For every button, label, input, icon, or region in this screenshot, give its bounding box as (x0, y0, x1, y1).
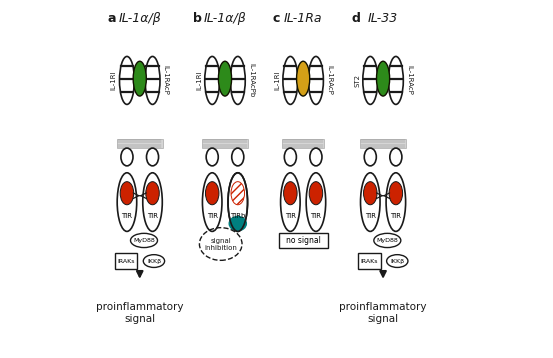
Ellipse shape (296, 61, 310, 96)
Ellipse shape (374, 233, 401, 248)
Ellipse shape (389, 182, 403, 205)
Text: IL-1RI: IL-1RI (111, 71, 117, 90)
Ellipse shape (133, 61, 147, 96)
Ellipse shape (228, 173, 248, 231)
FancyBboxPatch shape (279, 233, 327, 248)
Ellipse shape (206, 148, 218, 166)
Ellipse shape (363, 182, 377, 205)
Text: TIR: TIR (390, 213, 401, 219)
Text: proinflammatory
signal: proinflammatory signal (96, 302, 184, 324)
Ellipse shape (121, 148, 133, 166)
Ellipse shape (218, 61, 232, 96)
Ellipse shape (364, 148, 377, 166)
Ellipse shape (284, 182, 297, 205)
Ellipse shape (309, 182, 323, 205)
Text: TIR: TIR (285, 213, 296, 219)
Text: proinflammatory
signal: proinflammatory signal (340, 302, 427, 324)
FancyBboxPatch shape (117, 139, 163, 148)
Ellipse shape (143, 173, 162, 231)
Ellipse shape (146, 182, 159, 205)
Ellipse shape (387, 255, 408, 267)
Ellipse shape (306, 173, 326, 231)
Text: TIR: TIR (310, 213, 321, 219)
Text: TIR: TIR (147, 213, 158, 219)
Text: IL-1α/β: IL-1α/β (204, 12, 247, 25)
Text: IL-1RAcP: IL-1RAcP (406, 66, 412, 95)
Text: ST2: ST2 (354, 74, 360, 87)
Text: IL-1RAcP: IL-1RAcP (326, 66, 332, 95)
Text: IRAKs: IRAKs (117, 258, 134, 263)
Text: IL-1RAcPb: IL-1RAcPb (248, 63, 254, 97)
Text: TIRb: TIRb (230, 213, 246, 219)
Ellipse shape (386, 173, 405, 231)
Text: d: d (351, 12, 360, 25)
Text: TIR: TIR (365, 213, 376, 219)
Ellipse shape (283, 57, 298, 105)
Ellipse shape (230, 57, 245, 105)
Ellipse shape (231, 182, 244, 205)
Ellipse shape (145, 57, 160, 105)
Ellipse shape (131, 233, 158, 248)
Ellipse shape (363, 57, 378, 105)
Ellipse shape (377, 61, 390, 96)
Ellipse shape (120, 182, 134, 205)
Ellipse shape (119, 57, 134, 105)
Ellipse shape (309, 57, 324, 105)
Ellipse shape (390, 148, 402, 166)
Text: IL-33: IL-33 (368, 12, 398, 25)
FancyBboxPatch shape (360, 139, 406, 148)
FancyBboxPatch shape (358, 253, 380, 269)
Ellipse shape (284, 148, 296, 166)
Ellipse shape (232, 148, 244, 166)
Text: MyD88: MyD88 (377, 238, 398, 243)
Text: IL-1Ra: IL-1Ra (284, 12, 322, 25)
Text: IKKβ: IKKβ (390, 258, 404, 263)
Ellipse shape (202, 173, 222, 231)
FancyBboxPatch shape (282, 139, 325, 148)
Ellipse shape (117, 173, 137, 231)
Text: a: a (108, 12, 116, 25)
Ellipse shape (280, 173, 300, 231)
Ellipse shape (361, 173, 380, 231)
Text: IL-1α/β: IL-1α/β (118, 12, 161, 25)
Text: TIR: TIR (122, 213, 133, 219)
Text: IRAKs: IRAKs (361, 258, 378, 263)
Text: IL-1RAcP: IL-1RAcP (163, 66, 169, 95)
Ellipse shape (388, 57, 403, 105)
FancyBboxPatch shape (114, 253, 137, 269)
Text: IL-1RI: IL-1RI (196, 71, 202, 90)
Text: TIR: TIR (207, 213, 218, 219)
Text: b: b (193, 12, 202, 25)
Text: IKKβ: IKKβ (147, 258, 161, 263)
Ellipse shape (228, 216, 247, 231)
Text: no signal: no signal (286, 236, 321, 245)
Ellipse shape (147, 148, 159, 166)
Text: c: c (273, 12, 280, 25)
Text: MyD88: MyD88 (133, 238, 155, 243)
Ellipse shape (206, 182, 219, 205)
FancyBboxPatch shape (202, 139, 248, 148)
Ellipse shape (310, 148, 322, 166)
Ellipse shape (205, 57, 220, 105)
Text: signal
inhibition: signal inhibition (204, 237, 237, 251)
Ellipse shape (143, 255, 165, 267)
Text: IL-1RI: IL-1RI (274, 71, 280, 90)
